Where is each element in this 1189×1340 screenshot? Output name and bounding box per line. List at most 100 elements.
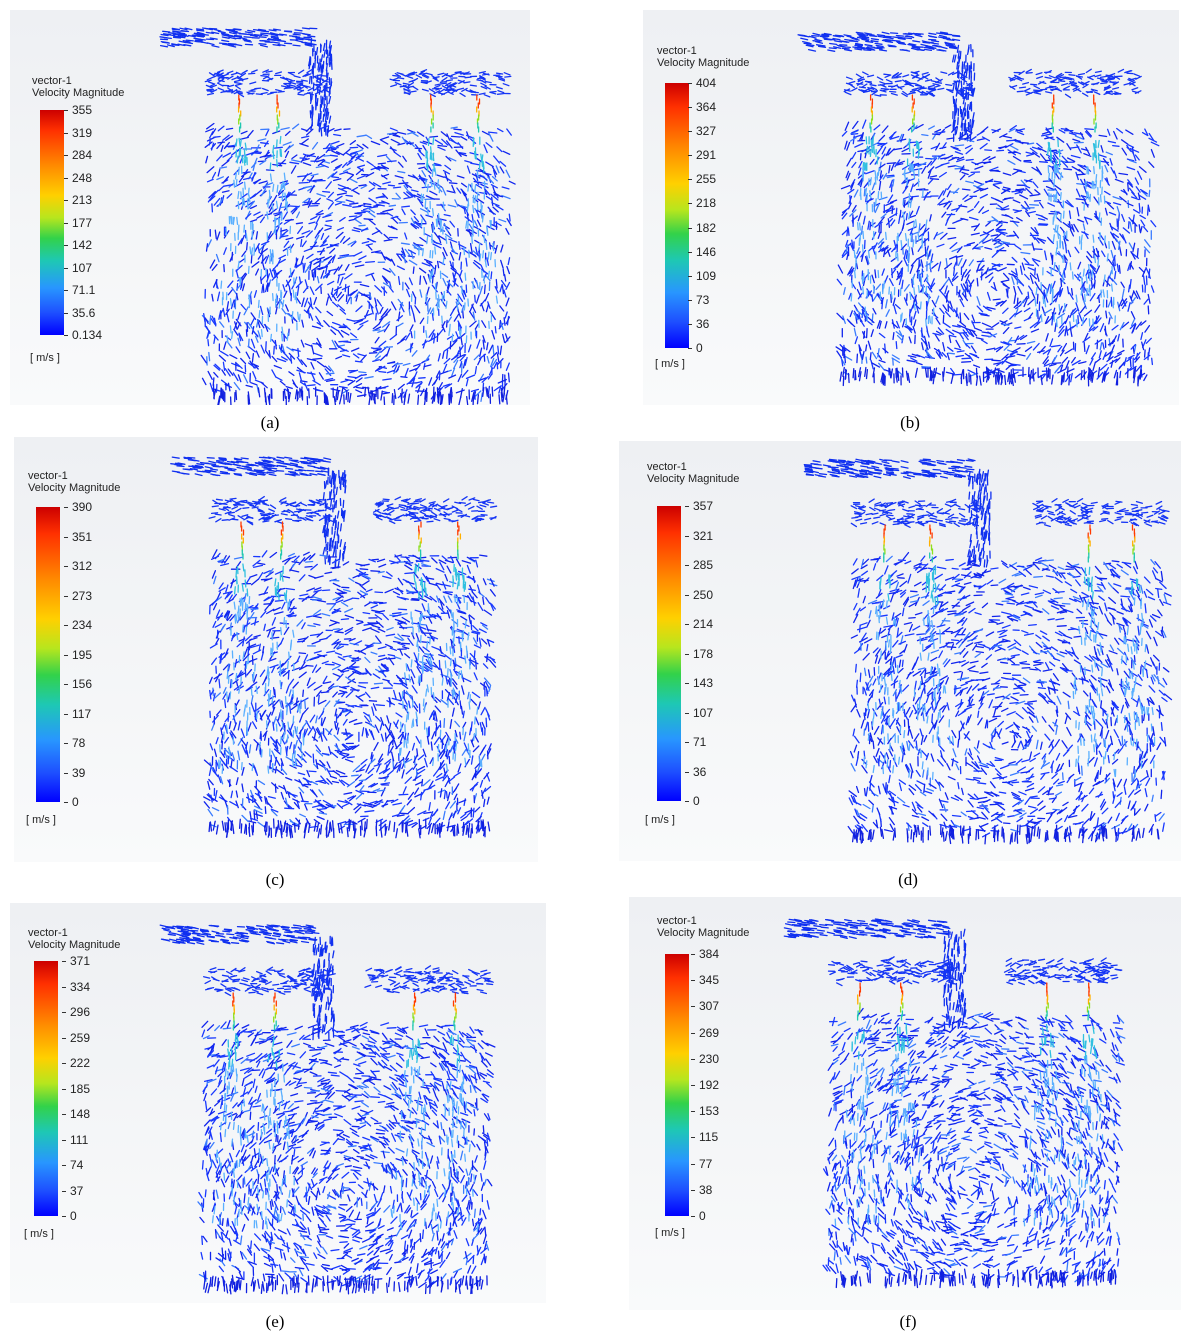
legend-unit: [ m/s ] (655, 358, 685, 370)
colorbar-tick-mark (64, 335, 68, 336)
colorbar-tick-label: 142 (72, 238, 93, 252)
colorbar-tick-label: 109 (696, 268, 717, 283)
colorbar-tick-mark (685, 624, 689, 625)
colorbar-tick-label: 259 (70, 1030, 91, 1045)
vector-field-c (14, 437, 538, 862)
colorbar-tick-mark (691, 980, 695, 982)
legend-title-1: vector-1 (657, 45, 697, 57)
colorbar-tick-mark (688, 348, 692, 349)
colorbar-tick-label: 0.134 (72, 328, 103, 342)
colorbar-tick-mark (691, 1111, 695, 1113)
colorbar-tick-mark (62, 1165, 66, 1166)
velocity-vectors (783, 918, 1126, 1289)
colorbar-tick-mark (685, 683, 689, 684)
colorbar-tick-label: 357 (693, 499, 714, 513)
colorbar-tick-mark (685, 535, 689, 537)
colorbar-tick-label: 74 (70, 1158, 84, 1172)
colorbar-tick-mark (64, 713, 68, 715)
legend-title-1: vector-1 (28, 927, 68, 939)
vector-field-a (10, 10, 530, 405)
colorbar-tick-label: 39 (72, 765, 86, 780)
panel-f: vector-1 Velocity Magnitude [ m/s ] 384 3… (629, 897, 1181, 1310)
colorbar-tick-label: 115 (699, 1130, 719, 1145)
caption-d: (d) (898, 870, 918, 889)
colorbar-tick-mark (64, 566, 68, 567)
caption-c: (c) (265, 870, 285, 889)
colorbar-tick-label: 177 (72, 215, 93, 230)
colorbar-tick-label: 307 (699, 999, 720, 1014)
colorbar-tick-mark (691, 1085, 695, 1086)
colorbar-tick-label: 36 (696, 316, 710, 331)
colorbar-tick-label: 146 (696, 244, 717, 259)
legend-title-1: vector-1 (657, 915, 697, 927)
colorbar-tick-mark (62, 1216, 66, 1217)
colorbar-tick-label: 234 (72, 618, 93, 632)
colorbar-tick-label: 178 (693, 646, 714, 661)
colorbar-tick-mark (691, 1058, 695, 1060)
legend-unit: [ m/s ] (26, 814, 56, 826)
colorbar-tick-mark (62, 1012, 66, 1013)
colorbar-tick-label: 312 (72, 559, 93, 573)
velocity-vectors (170, 456, 498, 839)
legend-title-1: vector-1 (647, 461, 687, 473)
panel-c: vector-1 Velocity Magnitude [ m/s ] 390 3… (14, 437, 538, 862)
colorbar-tick-mark (685, 771, 689, 773)
colorbar-tick-label: 213 (72, 193, 93, 207)
legend-unit: [ m/s ] (645, 814, 675, 826)
velocity-vectors (803, 458, 1173, 845)
colorbar-tick-mark (64, 802, 68, 803)
panel-e: vector-1 Velocity Magnitude [ m/s ] 371 3… (10, 903, 546, 1303)
colorbar-c (36, 507, 60, 802)
colorbar-tick-mark (64, 772, 68, 774)
colorbar-tick-label: 285 (693, 558, 714, 572)
vector-field-f (629, 897, 1181, 1310)
colorbar-tick-label: 73 (696, 292, 710, 307)
colorbar-tick-mark (64, 177, 68, 179)
colorbar-tick-label: 222 (70, 1056, 91, 1070)
legend-title-2: Velocity Magnitude (657, 927, 750, 939)
colorbar-tick-label: 71 (693, 735, 707, 749)
colorbar-tick-mark (62, 1088, 66, 1090)
colorbar-tick-mark (64, 743, 68, 744)
colorbar-tick-label: 248 (72, 170, 93, 185)
colorbar-tick-mark (64, 132, 68, 134)
caption-b: (b) (900, 413, 920, 432)
colorbar-tick-label: 0 (72, 795, 79, 809)
colorbar-tick-label: 78 (72, 736, 86, 750)
legend-title-2: Velocity Magnitude (647, 473, 740, 485)
colorbar-a (40, 110, 64, 335)
colorbar-tick-mark (64, 222, 68, 224)
colorbar-tick-mark (691, 1163, 695, 1165)
caption-e: (e) (265, 1312, 285, 1331)
colorbar-tick-mark (688, 275, 692, 277)
velocity-vectors (159, 924, 496, 1295)
colorbar-tick-label: 117 (72, 706, 92, 721)
colorbar-tick-mark (62, 1190, 66, 1192)
colorbar-tick-mark (685, 653, 689, 655)
colorbar-tick-label: 111 (70, 1132, 89, 1147)
colorbar-d (657, 506, 681, 801)
colorbar-tick-mark (688, 227, 692, 229)
colorbar-tick-label: 71.1 (72, 283, 96, 297)
velocity-vectors (159, 27, 516, 405)
colorbar-tick-label: 255 (696, 172, 717, 187)
colorbar-tick-mark (691, 1032, 695, 1034)
legend-title-2: Velocity Magnitude (28, 482, 121, 494)
vector-field-e (10, 903, 546, 1303)
vector-field-d (619, 441, 1181, 861)
colorbar-tick-mark (62, 1063, 66, 1064)
colorbar-e (34, 961, 58, 1216)
colorbar-tick-label: 327 (696, 124, 717, 139)
colorbar-tick-label: 195 (72, 647, 93, 662)
legend-unit: [ m/s ] (655, 1227, 685, 1239)
colorbar-tick-mark (688, 107, 692, 109)
colorbar-tick-mark (64, 654, 68, 656)
legend-title-2: Velocity Magnitude (28, 939, 121, 951)
colorbar-tick-mark (688, 155, 692, 157)
colorbar-tick-mark (64, 245, 68, 246)
colorbar-tick-label: 390 (72, 500, 93, 514)
colorbar-tick-mark (62, 1114, 66, 1115)
colorbar-tick-mark (62, 986, 66, 988)
colorbar-tick-label: 156 (72, 677, 93, 691)
colorbar-tick-label: 37 (70, 1183, 84, 1198)
